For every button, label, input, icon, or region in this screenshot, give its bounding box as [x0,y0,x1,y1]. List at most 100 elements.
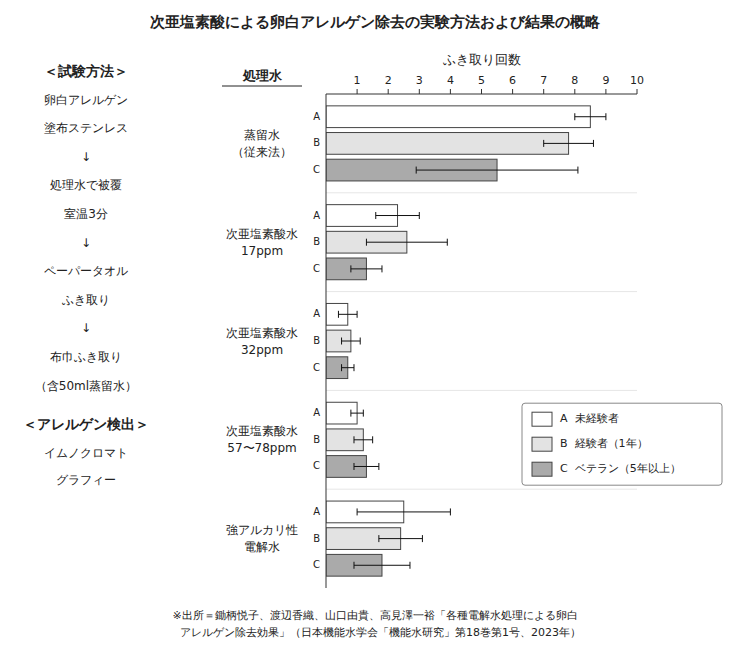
bars [326,106,606,576]
error-bar-cap [363,410,364,417]
category-header-underline [222,86,302,87]
error-bar [416,167,578,174]
labels: 蒸留水（従来法）ABC次亜塩素酸水17ppmABC次亜塩素酸水32ppmABC次… [226,111,320,571]
bar-letter: B [313,236,320,247]
group-separator [326,291,637,292]
category-label: 17ppm [241,244,283,258]
error-bar-cap [366,239,367,246]
method-header: ＜試験方法＞ [44,63,128,79]
error-bar [351,410,363,417]
bar [326,106,590,128]
error-bar-cap [378,463,379,470]
error-bar [357,508,450,515]
y-axis-line [326,94,327,588]
detection-line: イムノクロマト [44,446,128,460]
error-bar-line [351,268,382,269]
bar-letter: C [313,263,320,274]
bar-letter: B [313,533,320,544]
error-bar-cap [338,311,339,318]
x-tick [637,89,638,94]
error-bar-cap [350,265,351,272]
detection-header: ＜アレルゲン検出＞ [23,416,149,432]
error-bar-cap [593,140,594,147]
legend-swatch [532,412,552,426]
error-bar-line [379,538,423,539]
x-axis-label: ふき取り回数 [442,52,521,67]
error-bar-cap [372,436,373,443]
error-bar [354,436,373,443]
method-line: 室温3分 [64,207,108,221]
x-tick [450,89,451,94]
method-line: 塗布ステンレス [44,121,128,135]
error-bar-cap [409,562,410,569]
error-bar-cap [353,364,354,371]
method-line: 卵白アレルゲン [44,93,128,107]
error-bar-cap [360,338,361,345]
x-tick [419,89,420,94]
error-bar [575,113,606,120]
error-bar-line [351,413,363,414]
bar-letter: A [313,407,320,418]
error-bar [351,265,382,272]
method-line: 布巾ふき取り [50,350,122,364]
error-bar-line [376,215,420,216]
bar-letter: C [313,460,320,471]
error-bar [376,212,420,219]
bar-letter: A [313,210,320,221]
category-label: （従来法） [232,145,292,159]
error-bar-cap [419,212,420,219]
error-bar-cap [350,410,351,417]
bar-letter: B [313,434,320,445]
title: 次亜塩素酸による卵白アレルゲン除去の実験方法および結果の概略 [150,13,601,31]
x-tick [605,89,606,94]
error-bar-cap [357,311,358,318]
method-line: ふき取り [61,293,110,307]
error-bar-cap [574,113,575,120]
error-bar-cap [353,436,354,443]
error-bar-line [544,143,594,144]
method-line: （含50ml蒸留水） [35,379,137,393]
error-bar-cap [577,167,578,174]
bar-letter: A [313,308,320,319]
method-line: ペーパータオル [44,264,128,278]
category-label: 蒸留水 [244,128,280,142]
error-bar-line [357,511,450,512]
error-bar-line [354,439,373,440]
detection-line: グラフィー [56,473,116,487]
error-bar [544,140,594,147]
error-bar-line [342,341,361,342]
x-tick-label: 1 [354,74,361,87]
error-bar-line [354,466,379,467]
legend-frame [522,403,722,485]
chart: 次亜塩素酸による卵白アレルゲン除去の実験方法および結果の概略 ＜試験方法＞ 卵白アレ… [0,0,750,650]
group-separator [326,489,637,490]
error-bar-cap [422,535,423,542]
x-tick [574,89,575,94]
method-line: ↓ [81,150,91,164]
error-bar-line [575,116,606,117]
error-bar [342,338,361,345]
error-bar-cap [447,239,448,246]
category-label: 57〜78ppm [227,441,296,455]
method-line: ↓ [81,321,91,335]
bar-letter: C [313,559,320,570]
legend-swatch [532,462,552,476]
error-bar-cap [450,508,451,515]
error-bar [338,311,357,318]
x-tick-label: 5 [478,74,485,87]
x-tick [357,89,358,94]
x-tick-label: 7 [540,74,547,87]
error-bar-cap [357,508,358,515]
error-bar-cap [353,562,354,569]
x-tick-label: 2 [385,74,392,87]
x-tick [543,89,544,94]
error-bar [366,239,447,246]
error-bar [354,463,379,470]
error-bar [342,364,354,371]
category-label: 次亜塩素酸水 [226,424,298,438]
x-tick [388,89,389,94]
error-bar-line [354,565,410,566]
category-label: 32ppm [241,343,283,357]
error-bar-line [416,170,578,171]
x-tick-label: 3 [416,74,423,87]
